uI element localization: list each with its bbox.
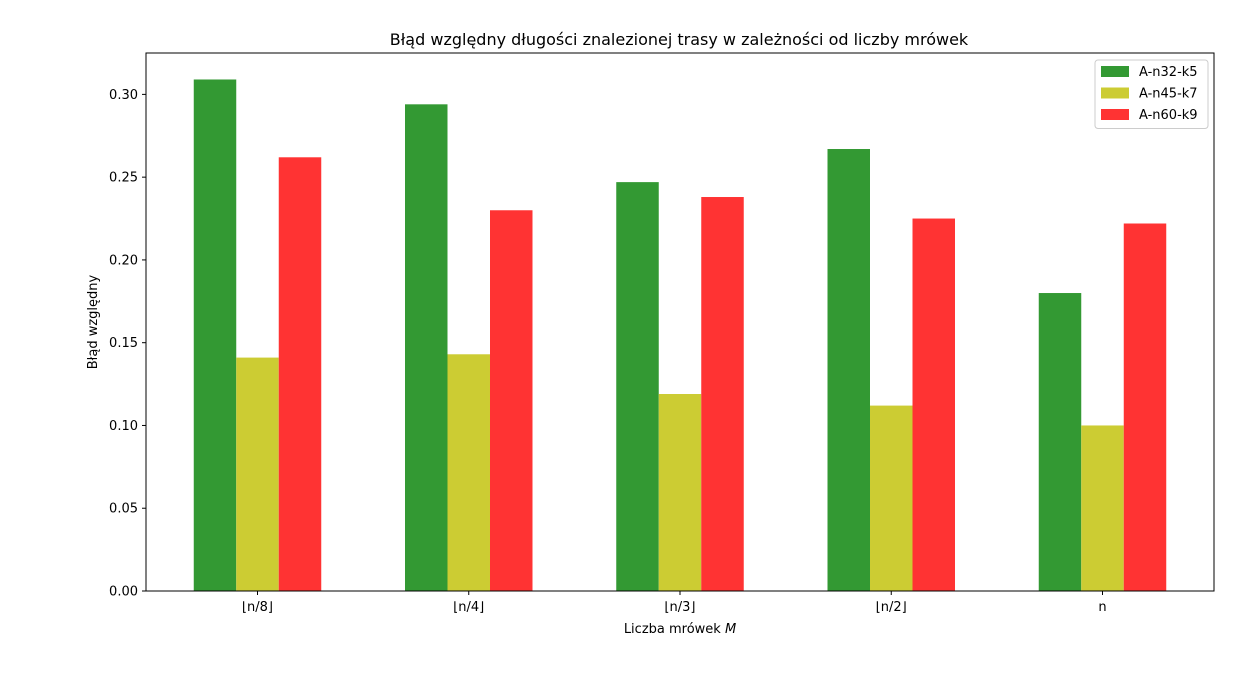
- y-tick-label: 0.00: [109, 585, 138, 600]
- x-tick-label: ⌊n/2⌋: [876, 600, 907, 615]
- chart-title: Błąd względny długości znalezionej trasy…: [390, 30, 969, 49]
- legend-label-a-n32-k5: A-n32-k5: [1139, 65, 1198, 80]
- y-tick-label: 0.10: [109, 419, 138, 434]
- bar-a-n60-k9-3: [701, 197, 744, 591]
- bar-a-n45-k7-1: [236, 357, 279, 591]
- y-tick-label: 0.25: [109, 171, 138, 186]
- legend-label-a-n45-k7: A-n45-k7: [1139, 87, 1198, 102]
- x-tick-label: ⌊n/8⌋: [242, 600, 273, 615]
- y-tick-label: 0.05: [109, 502, 138, 517]
- x-tick-label: ⌊n/3⌋: [664, 600, 695, 615]
- x-axis: ⌊n/8⌋ ⌊n/4⌋ ⌊n/3⌋ ⌊n/2⌋ n: [242, 591, 1107, 615]
- y-tick-label: 0.30: [109, 88, 138, 103]
- x-tick-label: ⌊n/4⌋: [453, 600, 484, 615]
- bar-a-n60-k9-2: [490, 210, 533, 591]
- bar-a-n60-k9-4: [912, 218, 955, 592]
- x-axis-title-variable: M: [725, 622, 736, 637]
- legend: A-n32-k5 A-n45-k7 A-n60-k9: [1094, 59, 1209, 129]
- y-tick-label: 0.15: [109, 336, 138, 351]
- bar-a-n45-k7-3: [658, 394, 702, 591]
- legend-swatch-a-n32-k5: [1101, 66, 1129, 77]
- x-tick-label: n: [1098, 600, 1106, 615]
- bar-a-n60-k9-1: [278, 157, 322, 591]
- plot-frame: [145, 52, 1215, 592]
- bar-a-n45-k7-4: [870, 405, 913, 591]
- y-axis-title: Błąd względny: [86, 274, 101, 369]
- x-axis-title-text: Liczba mrówek: [624, 622, 721, 637]
- y-axis: 0.00 0.05 0.10 0.15 0.20 0.25 0.30: [109, 88, 146, 600]
- bar-a-n32-k5-1: [193, 79, 237, 592]
- y-tick-label: 0.20: [109, 253, 138, 268]
- bar-a-n32-k5-4: [827, 149, 870, 591]
- bar-a-n32-k5-3: [616, 182, 659, 591]
- legend-label-a-n60-k9: A-n60-k9: [1139, 108, 1198, 123]
- bar-a-n32-k5-5: [1038, 293, 1082, 591]
- bar-a-n60-k9-5: [1123, 223, 1167, 591]
- bar-a-n45-k7-2: [447, 354, 490, 591]
- bar-a-n32-k5-2: [405, 104, 448, 591]
- bars-layer: [193, 79, 1167, 592]
- legend-swatch-a-n60-k9: [1101, 109, 1129, 120]
- legend-swatch-a-n45-k7: [1101, 87, 1129, 99]
- x-axis-title: Liczba mrówek M: [624, 622, 736, 637]
- bar-a-n45-k7-5: [1081, 425, 1124, 591]
